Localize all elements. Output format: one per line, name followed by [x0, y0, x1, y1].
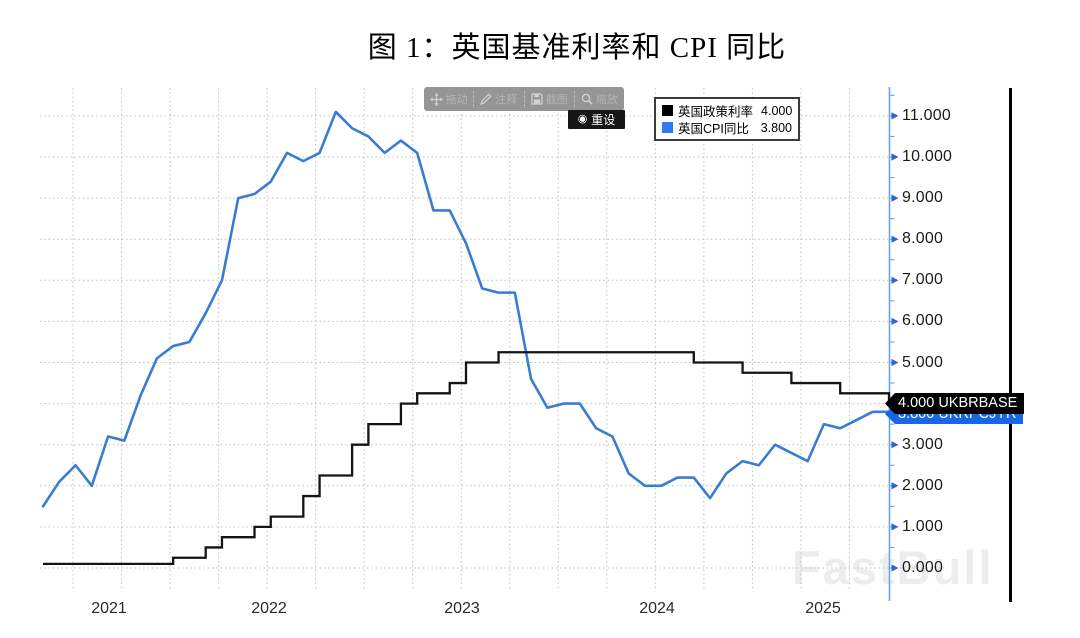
legend-value: 3.800: [760, 120, 792, 135]
price-tag-policy: 4.000 UKBRBASE: [885, 393, 1025, 414]
x-axis-tick-label: 2024: [639, 600, 675, 617]
move-icon: [429, 92, 443, 106]
legend-item-policy-rate: 英国政策利率 4.000: [662, 102, 792, 119]
toolbar-item-label: 拖动: [445, 94, 468, 106]
toolbar-item-drag[interactable]: 拖动: [424, 91, 475, 107]
y-axis: [888, 87, 899, 601]
chart-title: 图 1：英国基准利率和 CPI 同比: [367, 32, 787, 64]
legend-swatch-policy: [662, 105, 673, 116]
x-axis-tick-label: 2022: [251, 600, 287, 617]
chart-toolbar: 拖动 注释 截图 缩放: [424, 87, 624, 111]
toolbar-item-annotate[interactable]: 注释: [474, 91, 525, 107]
save-icon: [531, 93, 543, 105]
toolbar-item-label: 缩放: [595, 94, 618, 106]
right-border-line: [1009, 88, 1012, 602]
legend: 英国政策利率 4.000 英国CPI同比 3.800: [654, 97, 800, 141]
y-axis-tick-label: 7.000: [902, 271, 944, 289]
y-axis-tick-label: 10.000: [902, 148, 953, 165]
reset-button[interactable]: ◉ 重设: [568, 110, 625, 129]
toolbar-item-label: 注释: [495, 94, 518, 106]
magnifier-icon: [581, 93, 593, 105]
y-axis-tick-label: 3.000: [902, 435, 944, 453]
legend-label: 英国CPI同比: [678, 122, 749, 136]
toolbar-item-label: 截图: [545, 94, 568, 106]
gridlines: [40, 88, 946, 590]
y-axis-tick-label: 2.000: [902, 476, 944, 494]
reset-icon: ◉: [577, 113, 588, 125]
y-axis-tick-label: 8.000: [902, 230, 944, 248]
toolbar-item-snapshot[interactable]: 截图: [525, 91, 575, 107]
legend-value: 4.000: [761, 103, 793, 118]
x-axis-tick-label: 2021: [91, 600, 127, 617]
reset-label: 重设: [591, 113, 616, 127]
x-axis-tick-label: 2025: [805, 600, 841, 617]
legend-item-cpi: 英国CPI同比 3.800: [662, 119, 792, 136]
legend-label: 英国政策利率: [678, 105, 754, 119]
y-axis-tick-label: 1.000: [902, 517, 944, 535]
y-axis-tick-label: 5.000: [902, 353, 944, 371]
data-series: [41, 110, 894, 566]
legend-swatch-cpi: [662, 122, 673, 133]
toolbar-item-zoom[interactable]: 缩放: [575, 91, 624, 107]
y-axis-tick-label: 6.000: [902, 312, 944, 330]
y-axis-tick-label: 0.000: [902, 559, 944, 576]
policy-rate-step-line: [43, 351, 894, 566]
cpi-line: [41, 110, 891, 508]
y-axis-tick-label: 11.000: [902, 106, 951, 124]
x-axis-tick-label: 2023: [444, 600, 480, 617]
y-axis-tick-label: 9.000: [902, 189, 944, 207]
pencil-icon: [480, 93, 493, 105]
